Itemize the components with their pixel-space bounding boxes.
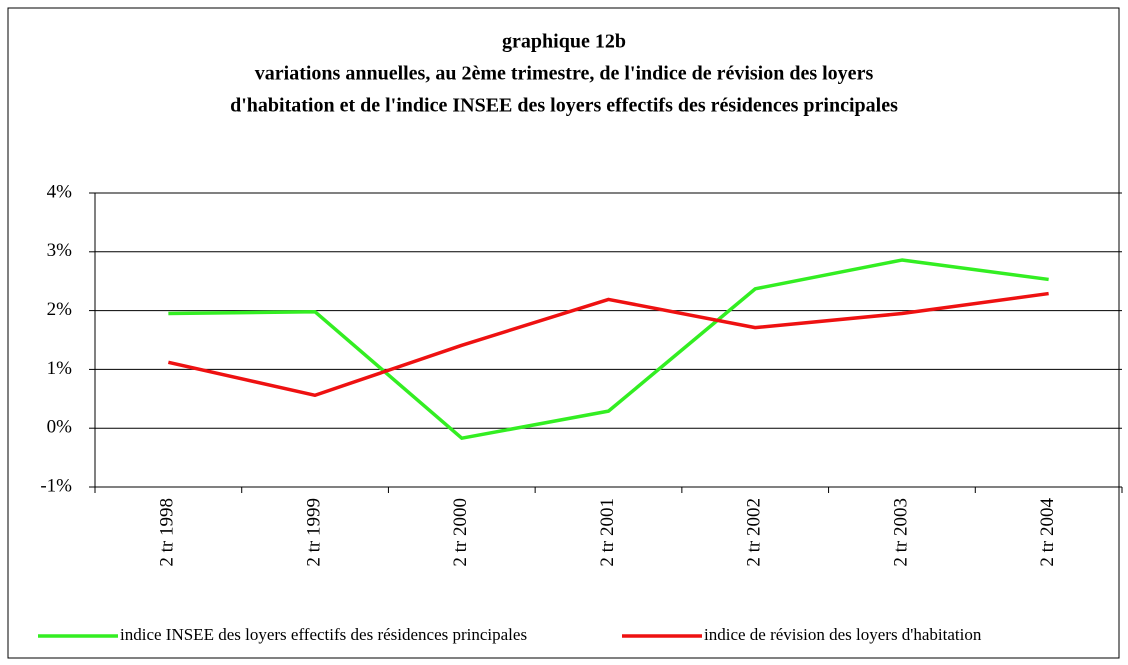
x-tick-label: 2 tr 2003 xyxy=(890,498,911,567)
legend-label: indice INSEE des loyers effectifs des ré… xyxy=(120,625,527,644)
y-tick-label: 0% xyxy=(47,417,73,438)
x-tick-label: 2 tr 2000 xyxy=(450,498,471,567)
x-tick-label: 2 tr 2004 xyxy=(1037,498,1058,567)
x-tick-label: 2 tr 2002 xyxy=(744,498,765,567)
series-line xyxy=(168,258,1049,440)
y-tick-label: 3% xyxy=(47,240,73,261)
chart-frame xyxy=(7,7,1120,659)
x-tick-label: 2 tr 1998 xyxy=(157,498,178,567)
chart-title: graphique 12b xyxy=(502,31,626,53)
y-tick-label: -1% xyxy=(40,475,72,496)
y-tick-label: 4% xyxy=(47,181,73,202)
chart-title: d'habitation et de l'indice INSEE des lo… xyxy=(230,95,898,117)
y-tick-label: 1% xyxy=(47,358,73,379)
x-tick-label: 2 tr 2001 xyxy=(597,498,618,567)
legend-label: indice de révision des loyers d'habitati… xyxy=(704,625,982,644)
series-line xyxy=(167,291,1049,398)
x-tick-label: 2 tr 1999 xyxy=(303,498,324,567)
chart-title: variations annuelles, au 2ème trimestre,… xyxy=(255,63,874,85)
y-tick-label: 2% xyxy=(47,299,73,320)
